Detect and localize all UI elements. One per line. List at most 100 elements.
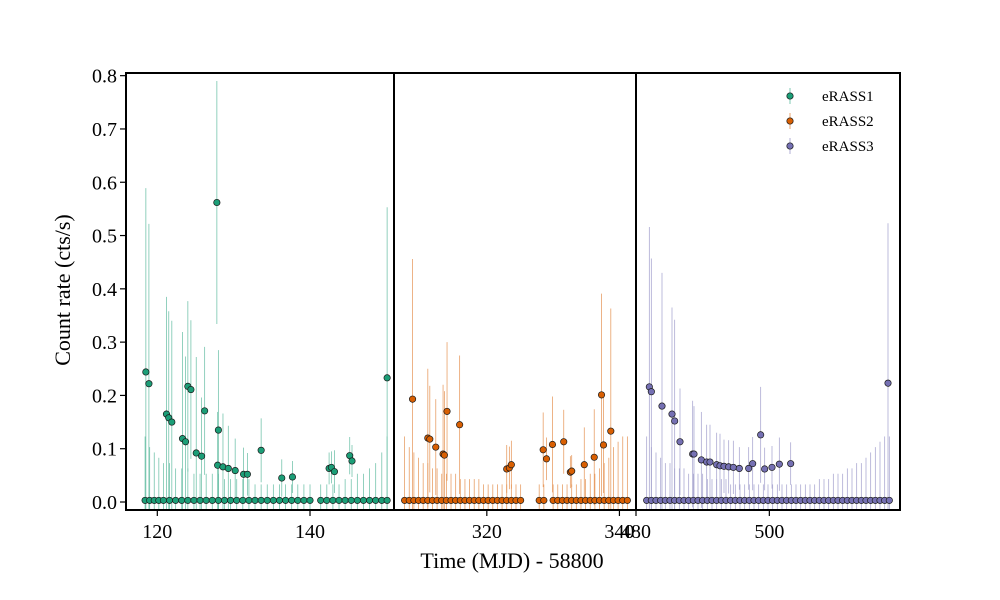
y-tick-label: 0.1 (92, 439, 117, 461)
data-point (560, 438, 568, 446)
data-point (548, 440, 557, 449)
y-tick-label: 0.4 (92, 279, 117, 301)
data-point (213, 198, 221, 207)
data-point (787, 460, 795, 468)
data-point (145, 380, 153, 388)
data-point (275, 496, 284, 504)
data-point (668, 410, 676, 418)
data-point (288, 473, 297, 481)
data-point (885, 496, 893, 504)
data-point (257, 496, 265, 504)
data-point (251, 496, 259, 504)
y-axis-label: Count rate (cts/s) (50, 214, 75, 366)
data-point (269, 496, 277, 504)
data-point (607, 427, 615, 435)
data-point (196, 496, 204, 504)
panel-3-data (643, 223, 893, 510)
data-point (182, 438, 190, 446)
data-point (623, 496, 631, 504)
data-point (432, 443, 440, 451)
data-point (426, 435, 434, 443)
data-point (329, 496, 337, 504)
x-tick-label: 340 (604, 521, 634, 543)
data-point (597, 391, 606, 399)
data-point (658, 402, 666, 410)
x-axis-label: Time (MJD) - 58800 (420, 548, 603, 573)
data-point (165, 496, 174, 504)
data-point (647, 388, 655, 396)
legend-label: eRASS1 (822, 89, 874, 105)
data-point (540, 496, 548, 504)
data-point (330, 468, 338, 476)
data-point (383, 496, 391, 504)
data-point (599, 441, 608, 449)
legend-label: eRASS3 (822, 139, 874, 155)
x-tick-label: 120 (142, 521, 172, 543)
data-point (142, 368, 150, 376)
data-point (884, 379, 892, 387)
data-point (323, 496, 331, 504)
data-point (245, 496, 253, 504)
data-point (243, 470, 251, 478)
data-point (761, 465, 769, 473)
data-point (735, 464, 743, 472)
y-tick-label: 0.0 (92, 492, 117, 514)
data-point (214, 426, 222, 434)
data-point (208, 496, 216, 504)
data-point (348, 457, 356, 465)
data-point (220, 496, 229, 504)
data-point (202, 496, 210, 504)
data-point (198, 452, 206, 460)
data-point (517, 496, 525, 504)
data-point (749, 460, 757, 468)
data-point (409, 395, 417, 403)
x-tick-label: 320 (472, 521, 502, 543)
data-point (729, 463, 737, 471)
legend-marker (786, 92, 794, 100)
data-point (300, 496, 308, 504)
frame-layer (125, 72, 901, 511)
data-point (231, 467, 239, 475)
data-point (306, 496, 314, 504)
data-point (288, 496, 296, 504)
data-point (159, 496, 167, 504)
data-point (383, 374, 391, 382)
data-point (353, 496, 361, 504)
data-point (224, 464, 232, 472)
data-point (257, 446, 265, 454)
data-point (539, 446, 547, 454)
legend-label: eRASS2 (822, 114, 874, 130)
panel-1-data (141, 80, 391, 510)
panel-2-data (401, 258, 631, 510)
data-point (294, 496, 302, 504)
data-point (440, 451, 448, 459)
data-point (443, 407, 451, 415)
data-point (214, 496, 222, 504)
data-point (372, 496, 380, 504)
data-point (192, 449, 200, 457)
data-point (507, 461, 515, 469)
data-point (335, 496, 343, 504)
data-point (347, 496, 355, 504)
data-point (184, 496, 192, 504)
data-point (359, 496, 368, 504)
data-point (187, 386, 195, 394)
data-point (366, 496, 374, 504)
data-layer (141, 80, 893, 510)
y-tick-label: 0.2 (92, 385, 117, 407)
data-point (190, 496, 198, 504)
data-point (227, 496, 235, 504)
panel-2-frame (393, 72, 637, 511)
data-point (706, 458, 714, 466)
y-tick-label: 0.6 (92, 172, 117, 194)
data-point (590, 453, 598, 461)
panel-3-frame (635, 72, 901, 511)
legend-marker (786, 142, 794, 150)
x-tick-label: 140 (295, 521, 325, 543)
data-point (282, 496, 290, 504)
y-tick-label: 0.5 (92, 226, 117, 248)
data-point (172, 496, 180, 504)
y-tick-label: 0.3 (92, 332, 117, 354)
